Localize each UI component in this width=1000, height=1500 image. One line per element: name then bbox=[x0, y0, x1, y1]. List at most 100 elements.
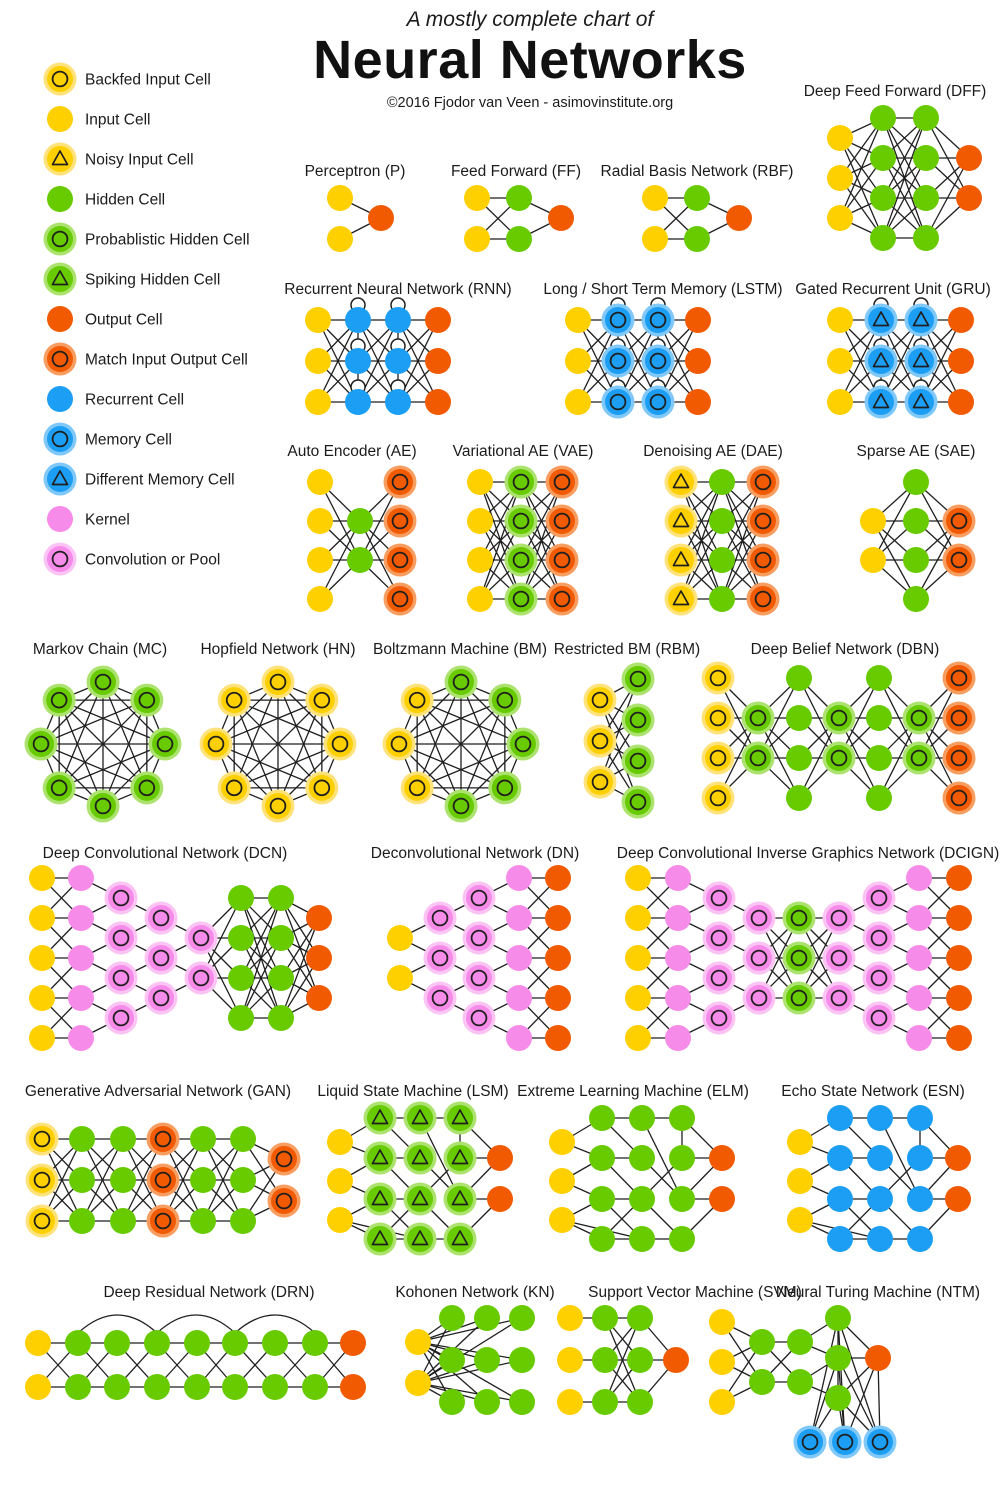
cell-output bbox=[865, 1345, 891, 1371]
edges bbox=[577, 319, 699, 403]
cell-prob bbox=[621, 703, 655, 737]
cell-spiking bbox=[363, 1141, 397, 1175]
cell-backfed bbox=[382, 727, 416, 761]
legend-item-label: Hidden Cell bbox=[85, 192, 165, 209]
cells bbox=[24, 665, 182, 823]
cell-input bbox=[709, 1309, 735, 1335]
cell-input bbox=[642, 226, 668, 252]
cell-input bbox=[565, 307, 591, 333]
cell-recurrent bbox=[907, 1145, 933, 1171]
cell-recurrent bbox=[867, 1226, 893, 1252]
cell-spiking bbox=[403, 1182, 437, 1216]
cell-memory bbox=[641, 344, 675, 378]
legend-item-label: Noisy Input Cell bbox=[85, 152, 194, 169]
spiking-cell-icon bbox=[43, 262, 77, 296]
cell-backfed bbox=[261, 665, 295, 699]
edges bbox=[872, 481, 960, 600]
network-label-dbn: Deep Belief Network (DBN) bbox=[751, 641, 940, 658]
cell-hidden bbox=[627, 1305, 653, 1331]
network-label-dcn: Deep Convolutional Network (DCN) bbox=[43, 845, 288, 862]
cell-noisy bbox=[664, 543, 698, 577]
cell-recurrent bbox=[345, 389, 371, 415]
cell-noisy bbox=[664, 465, 698, 499]
cell-input bbox=[549, 1129, 575, 1155]
network-label-kn: Kohonen Network (KN) bbox=[395, 1284, 554, 1301]
hidden-cell-icon bbox=[47, 186, 73, 212]
cell-hidden bbox=[669, 1105, 695, 1131]
cells bbox=[327, 185, 394, 252]
cell-conv bbox=[742, 981, 776, 1015]
cell-spiking bbox=[443, 1182, 477, 1216]
legend-item-label: Different Memory Cell bbox=[85, 472, 235, 489]
cell-diffmem bbox=[864, 303, 898, 337]
network-label-ntm: Neural Turing Machine (NTM) bbox=[776, 1284, 980, 1301]
legend-item-spiking: Spiking Hidden Cell bbox=[43, 262, 220, 296]
cell-input bbox=[464, 226, 490, 252]
cell-output bbox=[945, 1145, 971, 1171]
cells bbox=[860, 469, 976, 612]
cell-hidden bbox=[627, 1389, 653, 1415]
network-rbm: Restricted BM (RBM) bbox=[554, 641, 700, 819]
cell-input bbox=[305, 389, 331, 415]
network-label-esn: Echo State Network (ESN) bbox=[781, 1083, 964, 1100]
cell-hidden bbox=[509, 1347, 535, 1373]
cell-hidden bbox=[589, 1226, 615, 1252]
cell-input bbox=[387, 925, 413, 951]
network-label-dae: Denoising AE (DAE) bbox=[643, 443, 783, 460]
cell-conv bbox=[104, 1001, 138, 1035]
cell-backfed bbox=[701, 741, 735, 775]
legend-item-hidden: Hidden Cell bbox=[47, 186, 165, 212]
cell-hidden bbox=[302, 1330, 328, 1356]
cell-hidden bbox=[870, 105, 896, 131]
cell-hidden bbox=[913, 185, 939, 211]
cell-hidden bbox=[592, 1347, 618, 1373]
cell-input bbox=[827, 205, 853, 231]
network-label-dff: Deep Feed Forward (DFF) bbox=[804, 83, 987, 100]
legend-item-label: Backfed Input Cell bbox=[85, 72, 211, 89]
edges bbox=[717, 677, 960, 799]
cell-hidden bbox=[228, 925, 254, 951]
network-gru: Gated Recurrent Unit (GRU) bbox=[795, 281, 991, 419]
cell-output bbox=[948, 389, 974, 415]
cell-hidden bbox=[903, 586, 929, 612]
cell-recurrent bbox=[345, 348, 371, 374]
edges bbox=[40, 681, 166, 807]
cell-kernel bbox=[906, 905, 932, 931]
cell-prob bbox=[902, 741, 936, 775]
cell-output bbox=[956, 185, 982, 211]
cell-spiking bbox=[443, 1101, 477, 1135]
cell-recurrent bbox=[867, 1105, 893, 1131]
network-vae: Variational AE (VAE) bbox=[453, 443, 593, 616]
cell-backfed bbox=[701, 781, 735, 815]
cell-output bbox=[946, 1025, 972, 1051]
poster-title: Neural Networks bbox=[313, 30, 747, 90]
network-rbf: Radial Basis Network (RBF) bbox=[601, 163, 794, 252]
cell-input bbox=[565, 348, 591, 374]
skip-connection-arc bbox=[77, 1314, 158, 1334]
network-dcign: Deep Convolutional Inverse Graphics Netw… bbox=[617, 845, 999, 1051]
cell-prob bbox=[504, 582, 538, 616]
cell-input bbox=[827, 307, 853, 333]
cells bbox=[827, 303, 974, 419]
network-label-mc: Markov Chain (MC) bbox=[33, 641, 167, 658]
cell-recurrent bbox=[867, 1186, 893, 1212]
cell-spiking bbox=[363, 1222, 397, 1256]
cell-memory bbox=[601, 303, 635, 337]
edges bbox=[317, 319, 439, 403]
cell-input bbox=[709, 1389, 735, 1415]
cell-hidden bbox=[110, 1208, 136, 1234]
legend-item-kernel: Kernel bbox=[47, 506, 130, 532]
cell-input bbox=[467, 547, 493, 573]
cell-prob bbox=[504, 543, 538, 577]
cell-input bbox=[25, 1374, 51, 1400]
network-label-rbf: Radial Basis Network (RBF) bbox=[601, 163, 794, 180]
cell-kernel bbox=[506, 865, 532, 891]
cell-conv bbox=[702, 881, 736, 915]
cell-backfed bbox=[25, 1122, 59, 1156]
cell-output bbox=[545, 865, 571, 891]
cell-hidden bbox=[262, 1330, 288, 1356]
cell-input bbox=[327, 1129, 353, 1155]
cell-backfed bbox=[305, 683, 339, 717]
cell-kernel bbox=[665, 865, 691, 891]
